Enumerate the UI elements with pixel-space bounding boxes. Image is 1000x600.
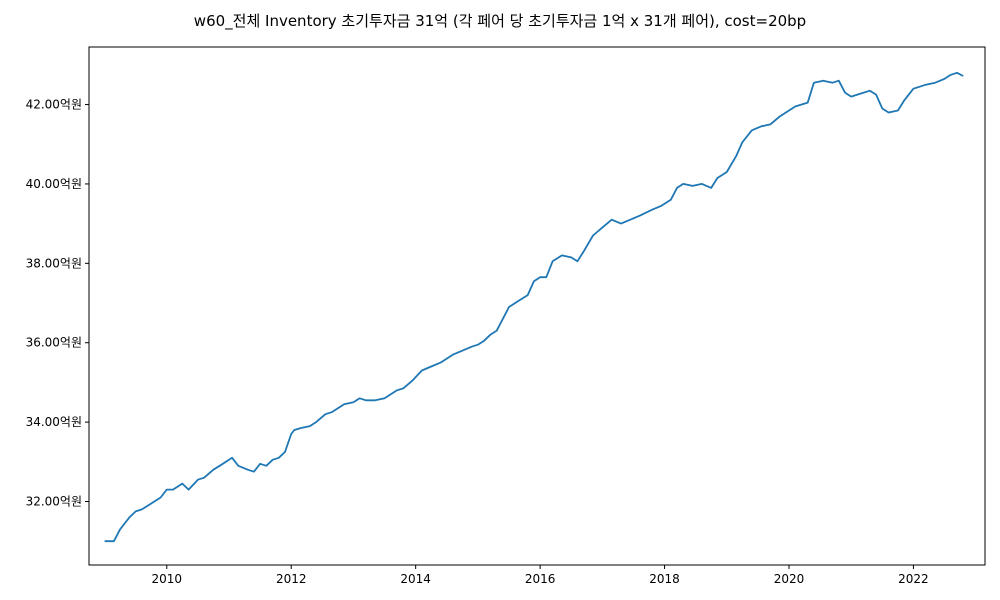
x-tick-label: 2014 — [400, 572, 431, 586]
series-line — [104, 71, 964, 543]
x-axis: 2010 2012 2014 2016 2018 2020 2022 — [152, 565, 929, 586]
x-tick-label: 2022 — [898, 572, 929, 586]
plot-area-frame — [88, 46, 986, 566]
x-tick-label: 2020 — [774, 572, 805, 586]
y-tick-label: 38.00억원 — [26, 256, 82, 270]
chart-title: w60_전체 Inventory 초기투자금 31억 (각 페어 당 초기투자금… — [193, 12, 807, 30]
x-tick-label: 2012 — [276, 572, 307, 586]
x-tick-label: 2018 — [649, 572, 680, 586]
y-tick-label: 34.00억원 — [26, 415, 82, 429]
y-tick-label: 32.00억원 — [26, 494, 82, 508]
x-tick-label: 2010 — [152, 572, 183, 586]
series-layer — [104, 71, 964, 543]
y-tick-label: 42.00억원 — [26, 98, 82, 112]
x-tick-label: 2016 — [525, 572, 556, 586]
y-tick-label: 36.00억원 — [26, 336, 82, 350]
y-tick-label: 40.00억원 — [26, 177, 82, 191]
y-axis: 32.00억원 34.00억원 36.00억원 38.00억원 40.00억원 42.00… — [26, 98, 89, 508]
